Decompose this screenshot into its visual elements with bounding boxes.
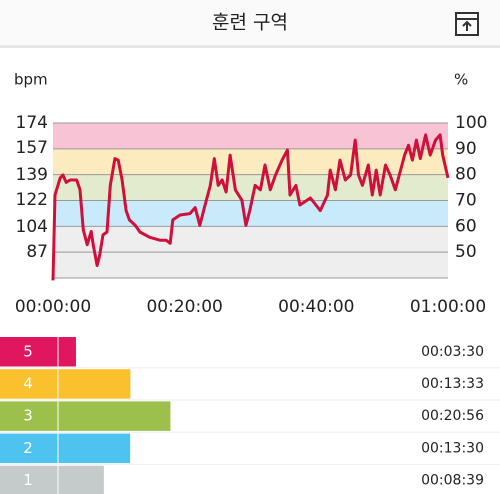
y-axis-label: bpm <box>14 71 48 89</box>
zone-number: 5 <box>23 342 33 360</box>
app-bar-shadow <box>0 45 500 48</box>
y2-tick-label: 50 <box>455 242 477 262</box>
zone-bar <box>0 465 104 494</box>
zone-time: 00:08:39 <box>421 473 484 489</box>
zone-number: 4 <box>23 374 33 392</box>
zone-bar <box>0 337 76 367</box>
y-tick-label: 104 <box>16 217 48 237</box>
zone-time: 00:03:30 <box>421 344 484 360</box>
y2-axis-label: % <box>454 71 468 89</box>
y2-tick-label: 80 <box>455 165 477 185</box>
x-tick-label: 00:20:00 <box>146 297 222 317</box>
title: 훈련 구역 <box>212 12 288 34</box>
export-icon[interactable] <box>462 20 472 31</box>
y2-tick-label: 70 <box>455 191 477 211</box>
zone-number: 1 <box>23 471 33 489</box>
heart-rate-line <box>51 133 450 281</box>
y-tick-label: 157 <box>16 138 48 158</box>
app-bar <box>0 0 500 45</box>
x-tick-label: 01:00:00 <box>410 297 486 317</box>
zone-number: 2 <box>23 439 33 457</box>
y-tick-label: 122 <box>16 190 48 210</box>
zone-bar <box>0 369 131 399</box>
y2-tick-label: 90 <box>455 139 477 159</box>
y-tick-label: 174 <box>16 113 48 133</box>
y-tick-label: 139 <box>16 165 48 185</box>
y-tick-label: 87 <box>26 242 48 262</box>
x-tick-label: 00:00:00 <box>15 297 91 317</box>
export-icon[interactable] <box>455 12 479 36</box>
y2-tick-label: 100 <box>455 113 487 133</box>
zone-time: 00:13:33 <box>421 376 484 392</box>
zone-bar <box>0 401 171 431</box>
y2-tick-label: 60 <box>455 216 477 236</box>
zone-time: 00:13:30 <box>421 440 484 456</box>
zone-number: 3 <box>23 407 33 425</box>
x-tick-label: 00:40:00 <box>278 297 354 317</box>
zone-bar <box>0 433 131 464</box>
zone-band <box>53 123 448 149</box>
export-button[interactable] <box>455 12 479 36</box>
zone-time: 00:20:56 <box>421 408 484 424</box>
